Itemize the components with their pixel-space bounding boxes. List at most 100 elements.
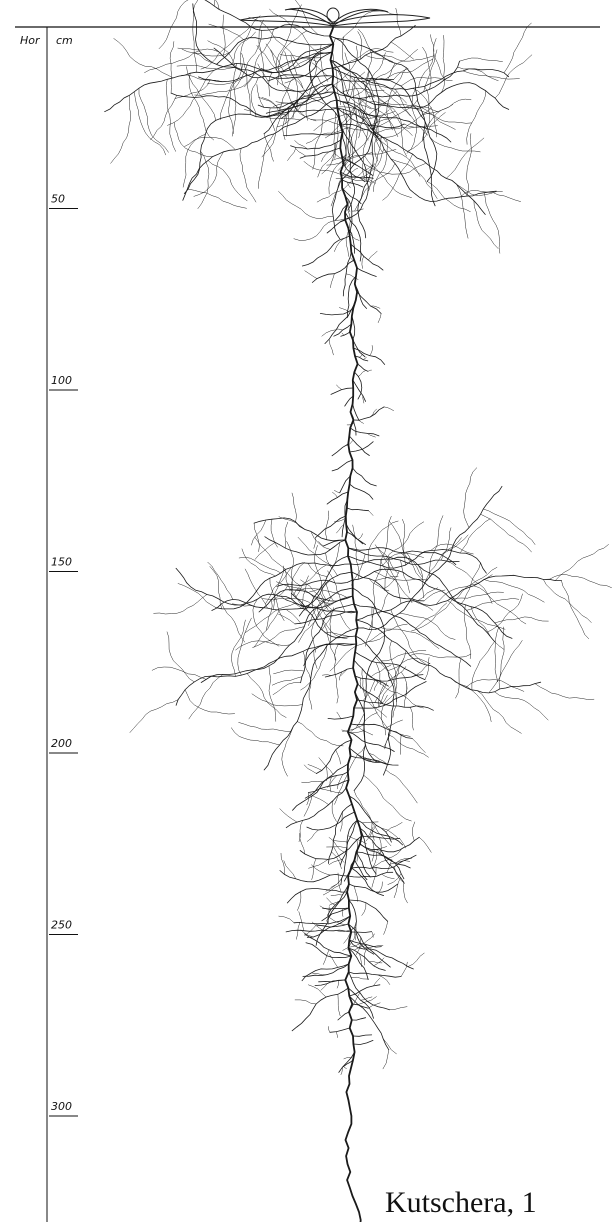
root — [265, 599, 273, 631]
root — [340, 88, 385, 93]
root — [348, 995, 390, 1051]
root — [272, 583, 289, 602]
root — [240, 15, 261, 70]
root — [238, 722, 292, 732]
root — [264, 536, 346, 556]
root — [421, 86, 430, 142]
root — [273, 669, 305, 675]
root — [348, 939, 382, 948]
root — [371, 931, 374, 938]
root — [192, 51, 231, 57]
root — [301, 781, 324, 783]
leaf — [332, 8, 389, 27]
root — [365, 623, 408, 644]
root — [383, 406, 394, 411]
root — [423, 49, 438, 92]
root — [389, 640, 398, 703]
root — [466, 598, 520, 611]
root — [275, 4, 302, 73]
root — [362, 712, 378, 725]
root — [324, 667, 354, 678]
root — [169, 41, 175, 94]
depth-label: 100 — [51, 374, 72, 387]
root — [361, 177, 372, 183]
root — [294, 610, 358, 625]
root — [354, 945, 367, 951]
root — [346, 507, 369, 512]
root — [356, 699, 434, 711]
root — [175, 567, 354, 609]
root — [316, 597, 326, 616]
root — [388, 860, 411, 865]
root — [377, 313, 382, 323]
root — [337, 70, 372, 110]
root — [293, 915, 351, 925]
root — [382, 694, 388, 704]
root — [334, 142, 337, 159]
root — [334, 82, 510, 110]
root — [278, 191, 334, 219]
root — [361, 688, 366, 698]
root — [347, 71, 366, 105]
root — [410, 707, 414, 731]
root — [543, 579, 592, 623]
root — [369, 48, 435, 62]
root — [177, 583, 217, 608]
root — [390, 158, 438, 199]
root — [348, 795, 392, 843]
root — [378, 684, 385, 708]
root — [483, 508, 536, 545]
root — [362, 395, 365, 404]
root — [383, 570, 400, 590]
root — [281, 725, 294, 777]
root — [211, 598, 358, 614]
root — [340, 811, 343, 832]
root — [347, 871, 394, 878]
root — [355, 635, 395, 776]
root — [411, 663, 431, 678]
root — [320, 788, 343, 794]
root — [340, 668, 348, 676]
root — [182, 133, 206, 188]
root — [204, 0, 331, 37]
root — [377, 107, 433, 139]
root — [561, 580, 590, 640]
root — [312, 109, 326, 170]
root — [384, 58, 434, 81]
root — [213, 47, 333, 79]
root — [336, 711, 342, 719]
root — [251, 693, 303, 707]
root — [336, 107, 486, 215]
root — [494, 627, 499, 683]
root — [435, 574, 493, 605]
root — [367, 369, 372, 372]
root — [200, 26, 251, 70]
root — [349, 747, 399, 766]
root — [182, 99, 338, 201]
root — [356, 839, 358, 862]
root — [231, 31, 256, 65]
root — [465, 679, 525, 692]
root — [445, 137, 485, 179]
root — [297, 77, 312, 98]
root — [399, 613, 456, 640]
root — [484, 192, 501, 254]
root — [379, 516, 392, 570]
root — [555, 544, 609, 581]
root — [369, 408, 377, 418]
root — [341, 908, 344, 917]
root — [373, 138, 388, 192]
root — [349, 257, 358, 269]
root — [248, 16, 301, 68]
root — [251, 519, 267, 546]
root — [304, 923, 318, 936]
root — [175, 643, 357, 706]
root — [321, 151, 330, 162]
root — [327, 570, 346, 613]
root — [331, 443, 349, 457]
root — [348, 971, 402, 978]
root — [393, 68, 409, 80]
root — [381, 873, 395, 880]
root — [347, 547, 460, 565]
root — [340, 48, 394, 67]
